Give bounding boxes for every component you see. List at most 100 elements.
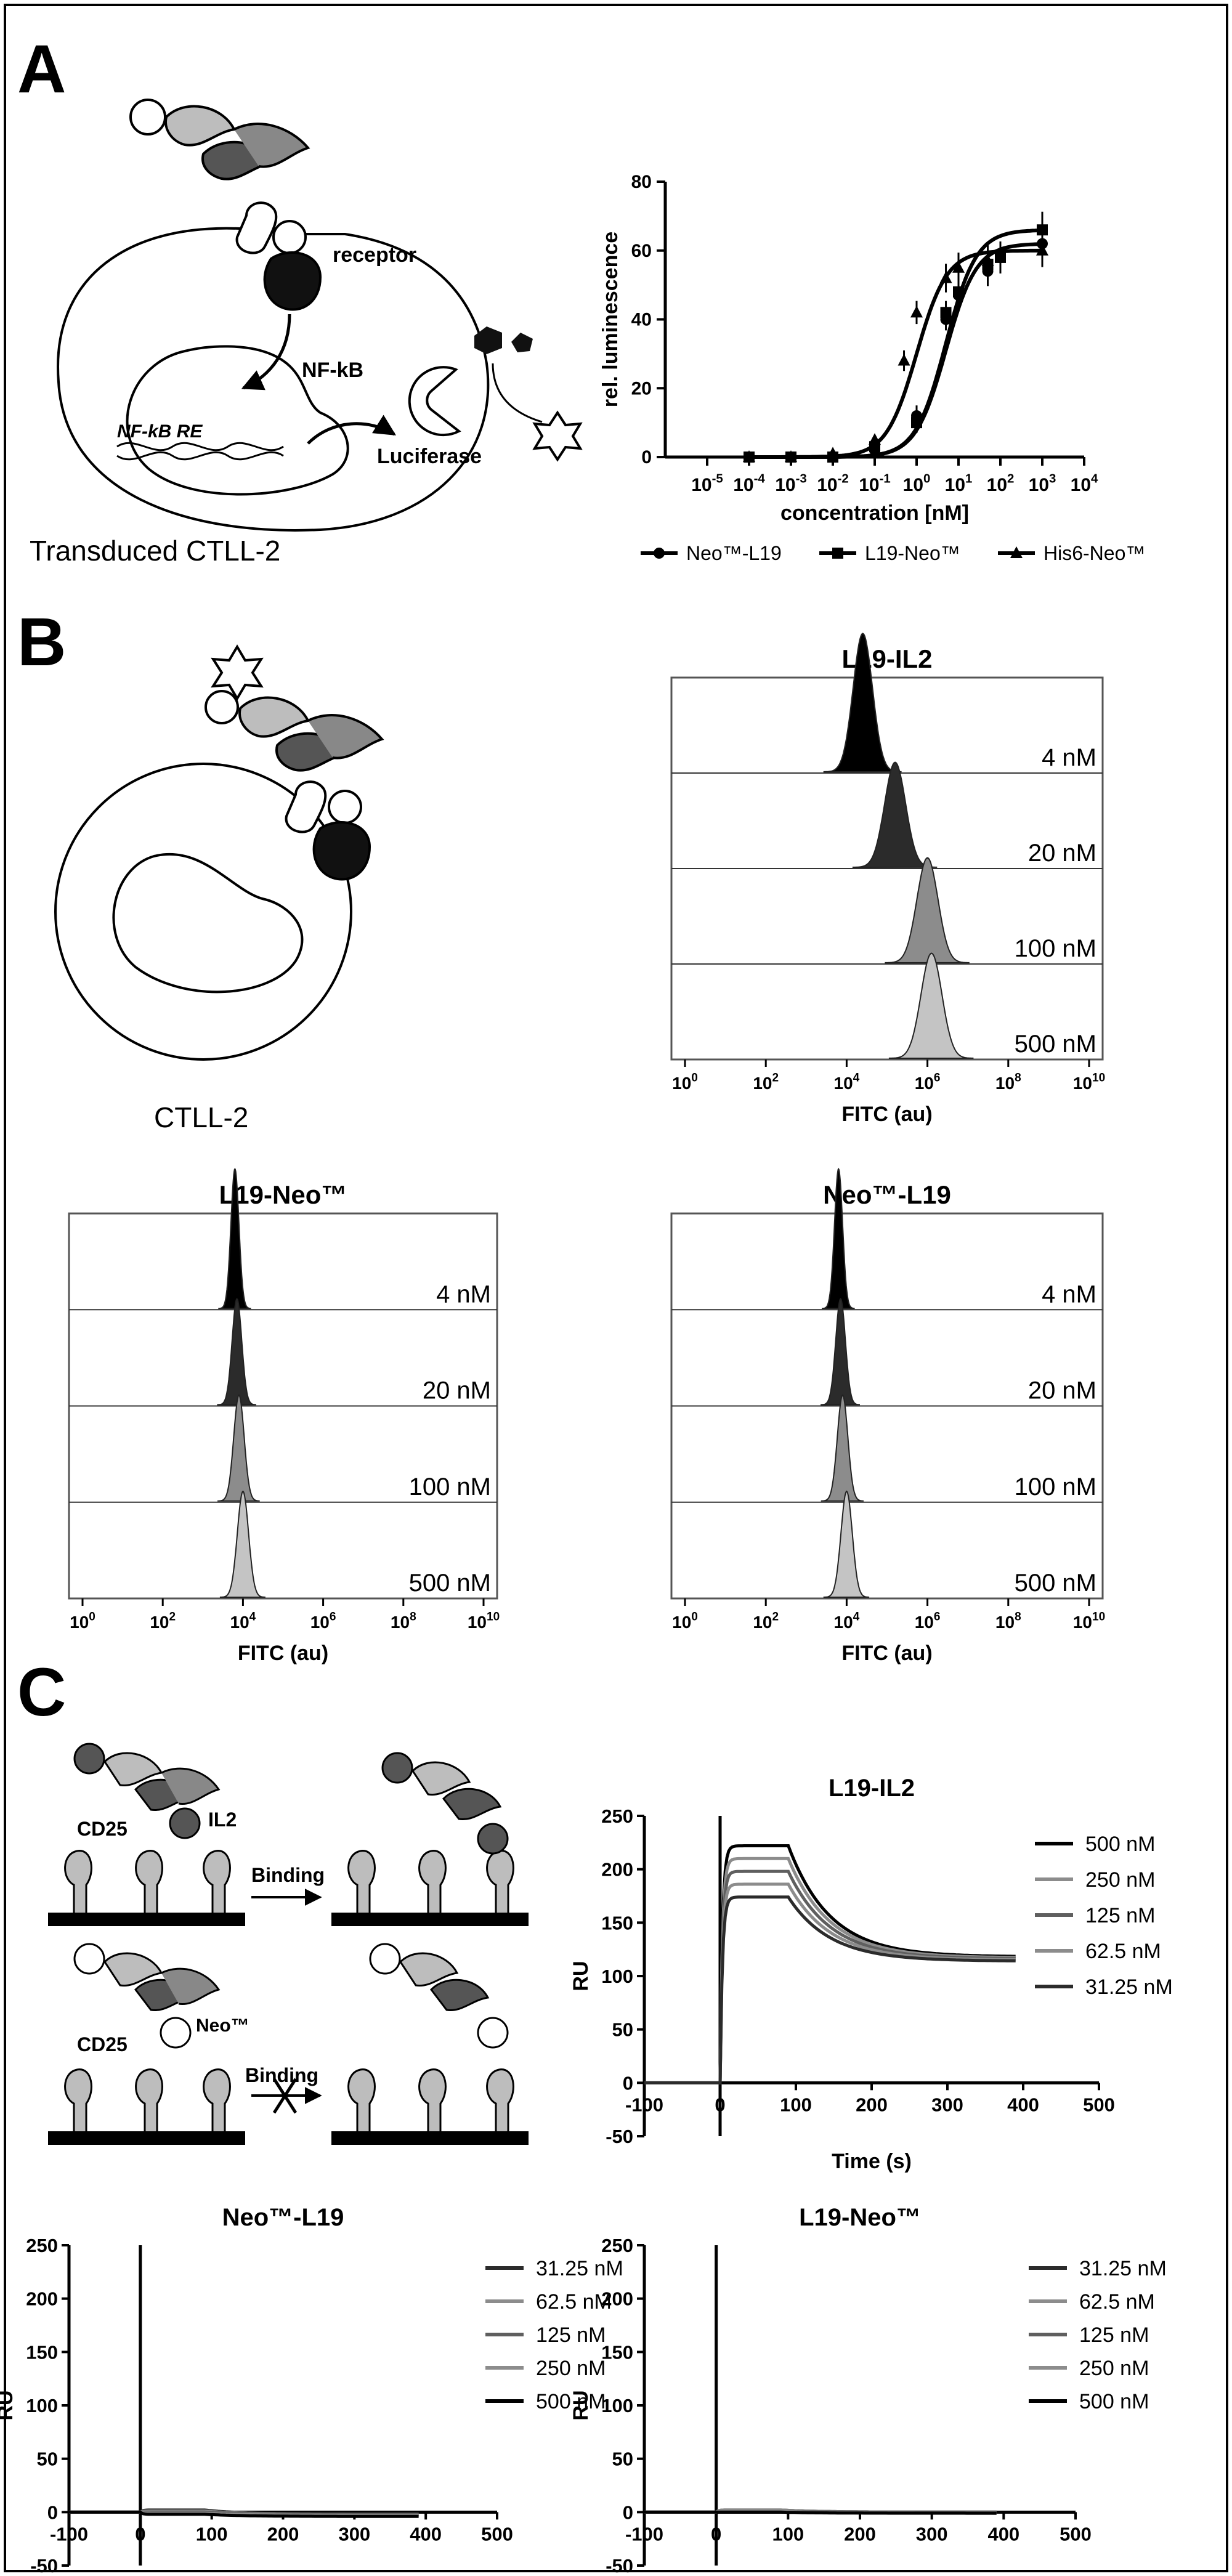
neo-domain-icon (73, 1943, 105, 1975)
x-tick-label-exponent: 6 (330, 1610, 336, 1623)
x-tick-label-exponent: -3 (796, 472, 807, 486)
x-axis-label: concentration [nM] (780, 501, 969, 525)
substrate-icon (511, 333, 533, 352)
x-tick-label-exponent: 6 (934, 1610, 941, 1623)
legend-label: 31.25 nM (1085, 1975, 1173, 1999)
x-tick-label-exponent: 8 (1015, 1610, 1021, 1623)
neo-domain-icon (369, 1943, 401, 1975)
histogram-peak (822, 1167, 855, 1310)
y-tick-label: 150 (26, 2341, 58, 2363)
label-ctll2: CTLL-2 (154, 1101, 248, 1133)
x-tick-label-base: 10 (733, 475, 753, 495)
concentration-label: 4 nM (1042, 744, 1096, 771)
antibody-domain-icon (430, 1979, 490, 2011)
histogram-peak (823, 1490, 870, 1598)
legend-label: 250 nM (536, 2357, 606, 2380)
x-tick-label: 102 (987, 472, 1015, 496)
legend-label: 125 nM (1079, 2323, 1149, 2347)
sensor-chip-surface (48, 2131, 245, 2145)
x-tick-label: 1010 (468, 1610, 500, 1632)
nucleus (126, 345, 349, 496)
antibody-domain-icon (103, 1752, 163, 1786)
histogram-peak (821, 1298, 861, 1406)
x-tick-label-exponent: 0 (89, 1610, 95, 1623)
nucleus (112, 853, 304, 994)
antibody-domain-icon (238, 696, 310, 738)
x-tick-label: 200 (856, 2094, 888, 2115)
receptor-icon (285, 780, 327, 833)
y-tick-label: 50 (612, 2448, 633, 2470)
fit-curve-1 (749, 228, 1043, 459)
concentration-label: 4 nM (436, 1281, 491, 1308)
antibody-domain-icon (103, 1952, 163, 1987)
cd25-icon (64, 1850, 92, 1913)
x-tick-label-base: 10 (672, 1074, 691, 1093)
legend-label: 500 nM (1079, 2390, 1149, 2413)
chart-title: L19-Neo™ (219, 1180, 347, 1209)
x-tick-label-exponent: 10 (1092, 1071, 1105, 1084)
x-tick-label-exponent: -1 (880, 472, 891, 486)
x-tick-label-exponent: 8 (1015, 1071, 1021, 1084)
neo-domain-icon (129, 99, 166, 136)
histogram-peak (217, 1394, 260, 1502)
x-tick-label: 300 (916, 2523, 948, 2545)
concentration-label: 100 nM (1015, 1473, 1096, 1501)
x-tick-label-exponent: 6 (934, 1071, 941, 1084)
y-axis-label: RU (569, 1961, 593, 1991)
x-tick-label-base: 10 (230, 1613, 249, 1632)
x-tick-label-exponent: 3 (1049, 472, 1056, 486)
histogram-peak (217, 1298, 256, 1406)
x-tick-label: 100 (672, 1071, 698, 1093)
x-tick-label: 10-3 (775, 472, 807, 496)
il2-domain-icon (169, 1807, 201, 1839)
sensor-chip-surface (48, 1913, 245, 1926)
cd25-icon (418, 2068, 447, 2131)
antibody-domain-icon (442, 1788, 502, 1820)
x-tick-label-exponent: 0 (691, 1071, 698, 1084)
label-cd25-top: CD25 (77, 1818, 128, 1840)
antibody-domain-icon (164, 105, 237, 147)
receptor-icon (263, 251, 322, 311)
x-tick-label-exponent: 4 (249, 1610, 256, 1623)
cd25-icon (135, 1850, 163, 1913)
neo-domain-icon (328, 790, 362, 824)
legend-label: Neo™-L19 (686, 542, 782, 564)
receptor-icon (312, 821, 371, 881)
y-tick-label: 0 (47, 2501, 58, 2523)
legend-marker (1010, 546, 1023, 558)
neo-domain-icon (477, 2017, 509, 2049)
x-tick-label-exponent: 2 (169, 1610, 176, 1623)
x-tick-label-base: 10 (1073, 1074, 1092, 1093)
histogram-peak (219, 1490, 265, 1598)
x-tick-label-base: 10 (945, 475, 965, 495)
legend-label: His6-Neo™ (1044, 542, 1145, 564)
label-luciferase: Luciferase (377, 445, 482, 468)
legend-label: 31.25 nM (536, 2257, 623, 2280)
histogram-peak (821, 1394, 864, 1502)
label-neo: Neo™ (196, 2015, 249, 2036)
x-axis-label: FITC (au) (841, 1103, 932, 1126)
x-tick-label: 104 (834, 1071, 860, 1093)
label-cd25-bottom: CD25 (77, 2033, 128, 2056)
x-tick-label-base: 10 (915, 1613, 934, 1632)
x-tick-label-exponent: 2 (1007, 472, 1014, 486)
cd25-icon (486, 1850, 514, 1913)
x-tick-label-base: 10 (903, 475, 923, 495)
x-tick-label: 100 (772, 2523, 804, 2545)
y-tick-label: 200 (601, 1859, 633, 1881)
schematic-b: CTLL-2 (54, 644, 384, 1133)
x-tick-label-base: 10 (753, 1613, 772, 1632)
y-tick-label: 150 (601, 2341, 633, 2363)
light-emission-icon (532, 410, 583, 462)
x-axis-label: FITC (au) (841, 1642, 932, 1665)
x-tick-label-base: 10 (1029, 475, 1049, 495)
chart-title: Neo™-L19 (222, 2204, 344, 2231)
cd25-icon (135, 2068, 163, 2131)
x-tick-label: 101 (945, 472, 973, 496)
concentration-label: 500 nM (409, 1569, 491, 1597)
legend-label: 31.25 nM (1079, 2257, 1167, 2280)
x-tick-label-exponent: 4 (1091, 472, 1098, 486)
